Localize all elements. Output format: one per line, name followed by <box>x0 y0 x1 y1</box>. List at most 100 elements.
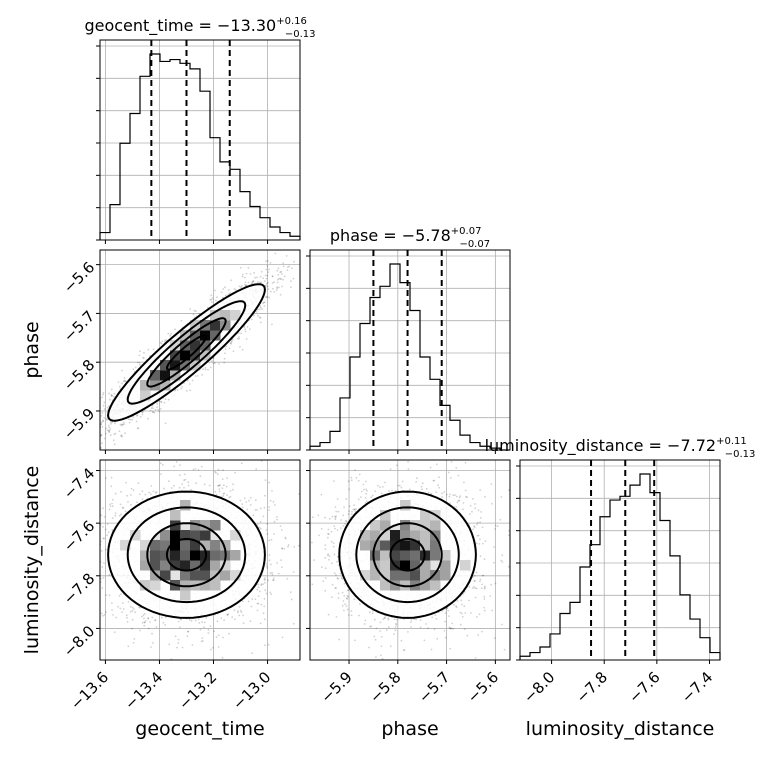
scatter-point <box>119 503 122 506</box>
scatter-point <box>200 465 203 468</box>
hist-bin-geocent_time-9 <box>190 69 200 240</box>
scatter-point <box>260 281 262 284</box>
scatter-point <box>107 531 110 534</box>
scatter-point <box>122 608 125 610</box>
scatter-point <box>268 559 271 562</box>
scatter-point <box>119 607 122 610</box>
scatter-point <box>215 493 218 496</box>
scatter-point <box>118 430 121 433</box>
scatter-point <box>272 579 274 582</box>
scatter-point <box>216 296 219 299</box>
title-value: geocent_time = −13.30 <box>84 16 276 36</box>
scatter-point <box>275 516 278 518</box>
scatter-point <box>114 492 117 495</box>
scatter-point <box>267 643 270 646</box>
scatter-point <box>118 385 121 388</box>
scatter-point <box>189 389 192 392</box>
hist-bin-geocent_time-15 <box>250 207 260 240</box>
scatter-point <box>147 417 149 420</box>
scatter-point <box>241 503 244 505</box>
scatter-point <box>175 461 178 463</box>
scatter-point <box>114 432 117 435</box>
scatter-point <box>176 389 179 391</box>
scatter-point <box>226 613 229 616</box>
scatter-point <box>237 332 240 334</box>
scatter-point <box>163 401 166 404</box>
scatter-point <box>102 507 104 510</box>
scatter-point <box>290 598 293 601</box>
scatter-point <box>122 380 125 383</box>
scatter-point <box>142 356 144 359</box>
scatter-point <box>268 296 270 299</box>
scatter-point <box>101 396 104 399</box>
scatter-point <box>168 643 171 646</box>
scatter-point <box>262 515 265 518</box>
panel-title-geocent_time: geocent_time = −13.30+0.16 −0.13 <box>84 16 315 40</box>
scatter-point <box>259 520 262 523</box>
scatter-point <box>234 618 236 621</box>
scatter-point <box>233 609 236 612</box>
hist-bin-geocent_time-11 <box>210 138 220 240</box>
axes-frame <box>309 249 511 451</box>
scatter-point <box>157 408 160 411</box>
scatter-point <box>143 624 146 627</box>
scatter-point <box>248 328 251 330</box>
scatter-point <box>256 509 258 511</box>
scatter-point <box>255 468 258 471</box>
scatter-point <box>267 271 270 273</box>
scatter-point <box>266 566 269 569</box>
scatter-point <box>292 277 295 280</box>
scatter-point <box>109 503 111 506</box>
scatter-point <box>122 602 124 604</box>
scatter-point <box>130 487 133 490</box>
scatter-point <box>183 473 186 476</box>
hist-bin-geocent_time-7 <box>170 60 180 240</box>
scatter-point <box>292 622 295 625</box>
scatter-point <box>167 332 170 335</box>
scatter-point <box>267 260 269 262</box>
scatter-point <box>108 508 111 511</box>
scatter-point <box>258 308 261 311</box>
scatter-point <box>192 313 195 316</box>
scatter-point <box>224 294 227 297</box>
scatter-point <box>164 398 167 401</box>
scatter-point <box>239 609 242 612</box>
scatter-point <box>134 611 137 614</box>
scatter-point <box>225 345 228 348</box>
scatter-point <box>254 598 257 600</box>
scatter-point <box>271 282 274 284</box>
scatter-point <box>280 273 283 275</box>
scatter-point <box>144 493 147 496</box>
scatter-point <box>147 348 150 351</box>
scatter-point <box>252 280 255 282</box>
scatter-point <box>203 621 206 624</box>
scatter-point <box>266 295 269 298</box>
scatter-point <box>204 367 207 369</box>
scatter-point <box>193 309 196 312</box>
scatter-point <box>150 493 152 495</box>
scatter-point <box>127 600 130 603</box>
scatter-point <box>265 268 268 271</box>
scatter-point <box>241 275 244 278</box>
scatter-point <box>199 475 202 478</box>
scatter-point <box>240 285 243 287</box>
scatter-point <box>143 357 145 360</box>
scatter-point <box>257 595 260 597</box>
scatter-point <box>290 280 292 282</box>
scatter-point <box>268 481 270 484</box>
scatter-point <box>266 533 269 535</box>
scatter-point <box>241 348 244 351</box>
scatter-point <box>169 334 172 337</box>
scatter-point <box>215 636 218 639</box>
scatter-point <box>222 469 225 472</box>
scatter-point <box>209 625 212 628</box>
scatter-point <box>263 597 266 600</box>
scatter-point <box>100 550 103 552</box>
scatter-point <box>187 630 190 633</box>
hist-bin-luminosity_distance-9 <box>610 500 620 660</box>
scatter-point <box>111 505 114 508</box>
scatter-point <box>288 265 291 268</box>
scatter-point <box>156 406 159 408</box>
scatter-point <box>102 419 104 422</box>
scatter-point <box>100 514 103 517</box>
